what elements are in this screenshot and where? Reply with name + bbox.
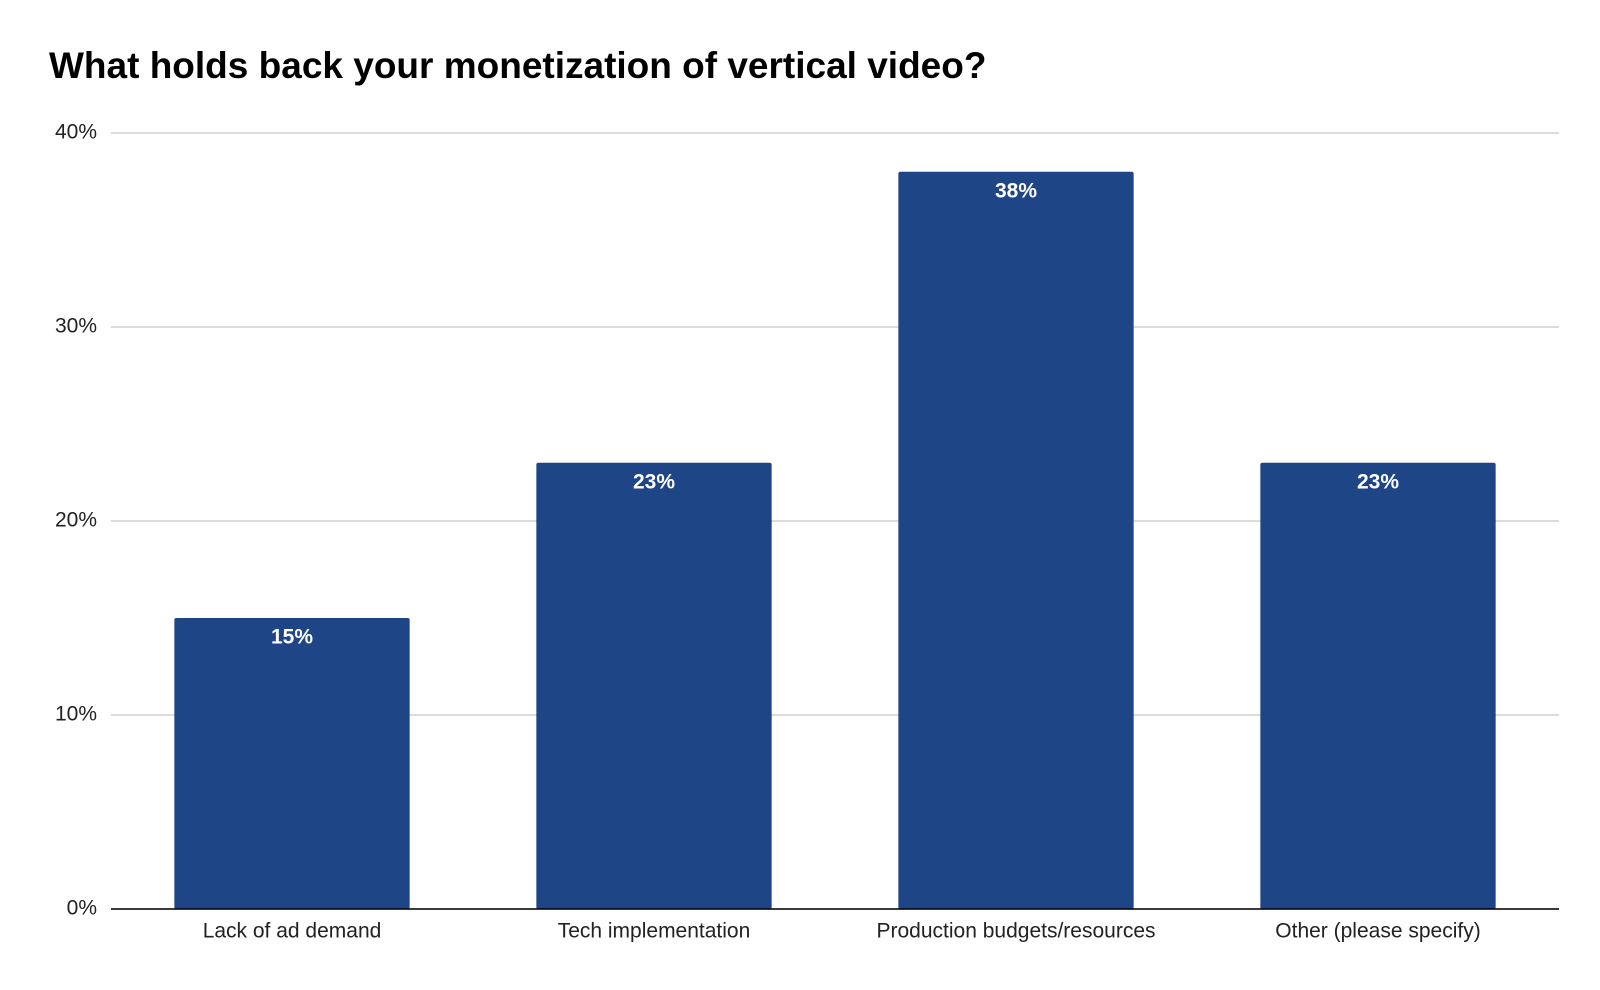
- value-label: 23%: [633, 470, 675, 493]
- x-tick-label: Tech implementation: [558, 920, 751, 943]
- bar: [1260, 462, 1496, 909]
- x-tick-label: Production budgets/resources: [877, 920, 1156, 943]
- x-tick-label: Other (please specify): [1275, 920, 1480, 943]
- x-tick-label: Lack of ad demand: [203, 920, 382, 943]
- y-tick-label: 10%: [55, 703, 97, 726]
- bar: [536, 462, 772, 909]
- value-label: 23%: [1357, 470, 1399, 493]
- chart-title: What holds back your monetization of ver…: [49, 45, 986, 86]
- value-label: 38%: [995, 179, 1037, 202]
- value-label: 15%: [271, 626, 313, 649]
- y-tick-label: 30%: [55, 315, 97, 338]
- y-tick-label: 0%: [67, 897, 97, 920]
- bar: [898, 171, 1134, 910]
- bar: [174, 618, 410, 909]
- y-tick-label: 20%: [55, 509, 97, 532]
- y-tick-label: 40%: [55, 121, 97, 144]
